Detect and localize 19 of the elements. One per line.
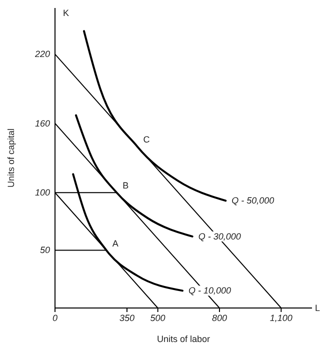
annotation: C	[143, 134, 150, 144]
series-label: Q - 30,000	[198, 231, 241, 242]
annotation: K	[63, 8, 70, 18]
y-tick-label: 100	[34, 187, 50, 198]
x-tick-label: 800	[212, 313, 227, 323]
x-tick-label: 350	[119, 313, 134, 323]
x-axis-title: Units of labor	[156, 334, 210, 344]
text: L	[315, 303, 320, 313]
y-tick-label: 160	[34, 118, 50, 128]
annotation: A	[112, 238, 118, 248]
y-axis-title: Units of capital	[6, 128, 16, 188]
annotation: B	[122, 180, 129, 191]
series-label: Q - 10,000	[188, 286, 232, 296]
x-tick-label: 1,100	[270, 313, 292, 323]
y-tick-label: 50	[40, 245, 50, 256]
x-tick-label: 0	[52, 313, 58, 323]
x-tick-label: 500	[150, 313, 166, 323]
series-label: Q - 50,000	[232, 196, 274, 206]
y-tick-label: 220	[34, 49, 50, 60]
